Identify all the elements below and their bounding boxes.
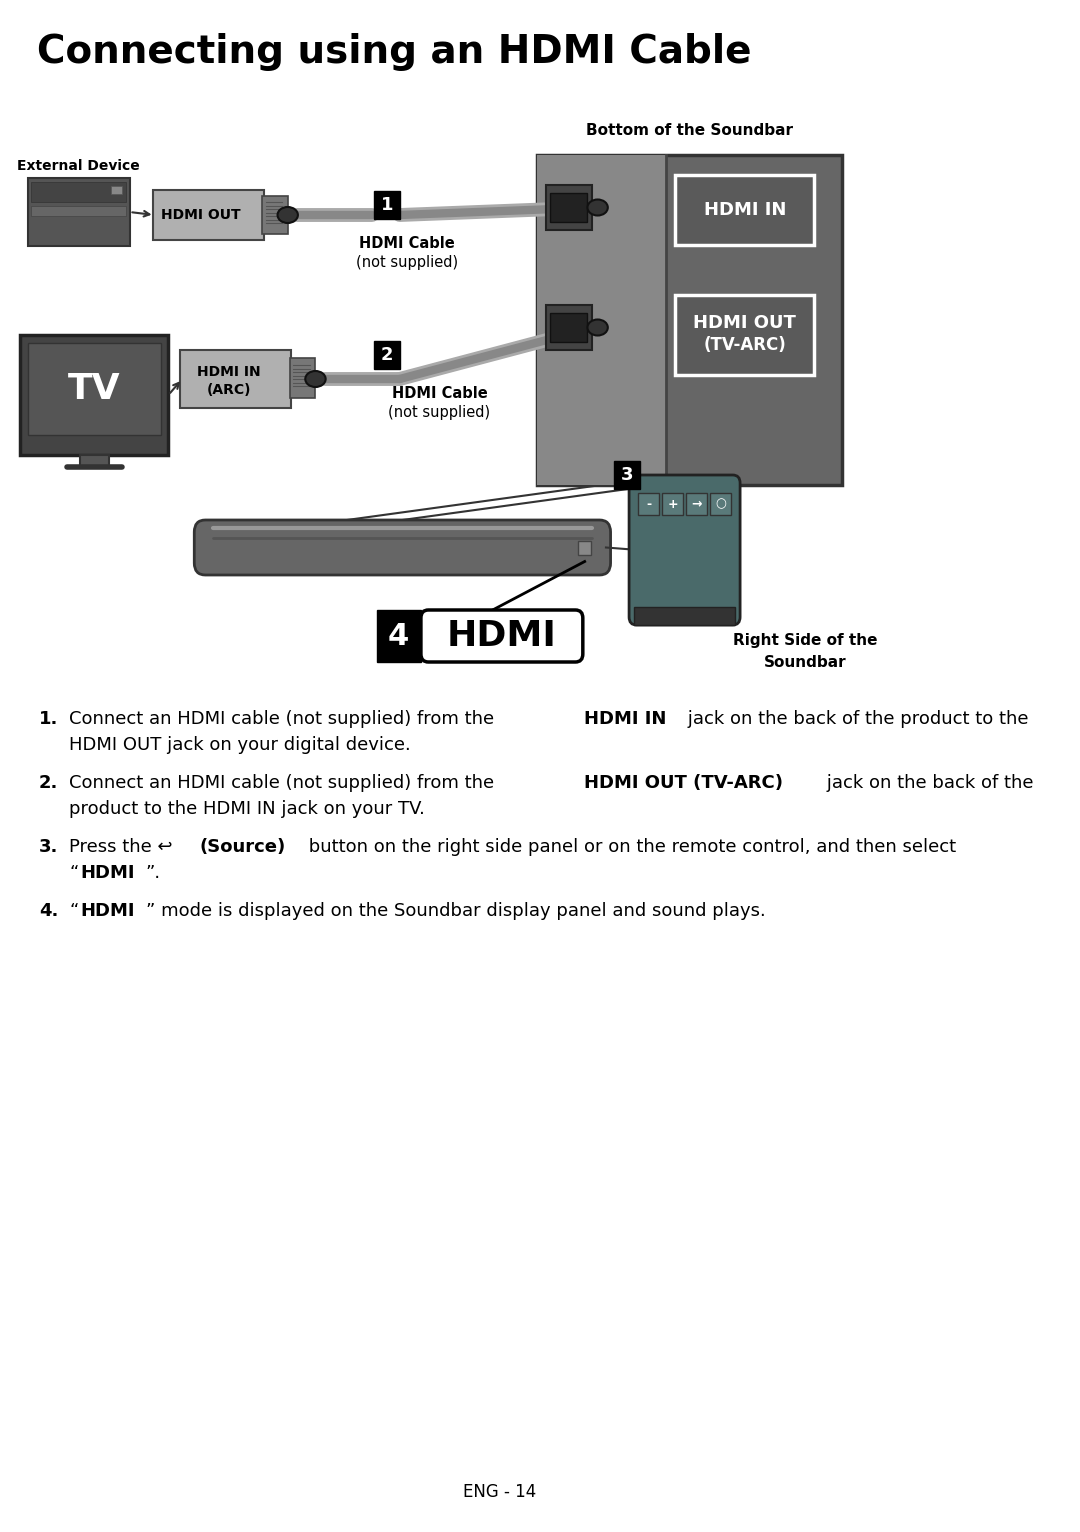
Bar	[374, 342, 400, 369]
Text: ○: ○	[715, 498, 726, 510]
Text: +: +	[667, 498, 678, 510]
Text: HDMI IN: HDMI IN	[583, 709, 666, 728]
Bar	[662, 493, 683, 515]
Bar	[634, 607, 735, 625]
Bar	[152, 190, 264, 241]
Text: ”.: ”.	[146, 864, 161, 882]
FancyBboxPatch shape	[629, 475, 740, 625]
Text: →: →	[691, 498, 702, 510]
Bar	[537, 155, 666, 486]
Text: HDMI Cable: HDMI Cable	[392, 386, 487, 400]
Ellipse shape	[588, 199, 608, 216]
Bar	[80, 455, 109, 467]
Text: jack on the back of the: jack on the back of the	[821, 774, 1034, 792]
Text: “: “	[69, 902, 79, 921]
Text: Soundbar: Soundbar	[764, 654, 846, 669]
Bar	[180, 349, 292, 408]
Text: HDMI OUT (TV-ARC): HDMI OUT (TV-ARC)	[583, 774, 783, 792]
Text: HDMI: HDMI	[447, 619, 557, 653]
Bar	[638, 493, 659, 515]
Bar	[31, 182, 125, 202]
Bar	[687, 493, 706, 515]
Text: product to the HDMI IN jack on your TV.: product to the HDMI IN jack on your TV.	[69, 800, 426, 818]
Text: (TV-ARC): (TV-ARC)	[703, 336, 786, 354]
Text: HDMI OUT: HDMI OUT	[161, 208, 241, 222]
FancyBboxPatch shape	[421, 610, 583, 662]
Text: (Source): (Source)	[200, 838, 286, 856]
Text: (not supplied): (not supplied)	[389, 404, 490, 420]
Bar	[675, 175, 814, 245]
Bar	[711, 493, 731, 515]
Bar	[21, 336, 168, 455]
Text: HDMI IN: HDMI IN	[703, 201, 786, 219]
Text: 2: 2	[380, 346, 393, 365]
Bar	[545, 185, 592, 230]
Text: ENG - 14: ENG - 14	[463, 1483, 536, 1501]
Text: HDMI Cable: HDMI Cable	[360, 236, 455, 251]
Text: -: -	[646, 498, 651, 510]
Text: (not supplied): (not supplied)	[356, 254, 458, 270]
Text: jack on the back of the product to the: jack on the back of the product to the	[683, 709, 1028, 728]
Text: HDMI: HDMI	[81, 864, 135, 882]
Bar	[28, 343, 161, 435]
Bar	[377, 610, 421, 662]
Bar	[537, 155, 841, 486]
Text: (ARC): (ARC)	[206, 383, 251, 397]
Text: HDMI OUT jack on your digital device.: HDMI OUT jack on your digital device.	[69, 735, 411, 754]
Text: “: “	[69, 864, 79, 882]
Text: ” mode is displayed on the Soundbar display panel and sound plays.: ” mode is displayed on the Soundbar disp…	[146, 902, 766, 921]
Text: Connecting using an HDMI Cable: Connecting using an HDMI Cable	[37, 34, 752, 70]
Text: Connect an HDMI cable (not supplied) from the: Connect an HDMI cable (not supplied) fro…	[69, 709, 500, 728]
Text: 1: 1	[380, 196, 393, 214]
Ellipse shape	[278, 207, 298, 224]
Bar	[31, 205, 125, 216]
Text: button on the right side panel or on the remote control, and then select: button on the right side panel or on the…	[302, 838, 956, 856]
Text: Right Side of the: Right Side of the	[732, 633, 877, 648]
Text: HDMI: HDMI	[81, 902, 135, 921]
Bar	[675, 296, 814, 375]
Bar	[111, 185, 122, 195]
Text: HDMI IN: HDMI IN	[197, 365, 260, 378]
Text: 1.: 1.	[39, 709, 58, 728]
Text: 2.: 2.	[39, 774, 58, 792]
Text: 4.: 4.	[39, 902, 58, 921]
Text: 4: 4	[388, 622, 409, 651]
Bar	[551, 193, 588, 222]
Bar	[551, 313, 588, 342]
Bar	[615, 461, 640, 489]
Text: 3: 3	[621, 466, 634, 484]
Text: Bottom of the Soundbar: Bottom of the Soundbar	[585, 123, 793, 138]
Bar	[28, 178, 130, 247]
Text: External Device: External Device	[17, 159, 140, 173]
Text: Press the ↩: Press the ↩	[69, 838, 179, 856]
Bar	[545, 305, 592, 349]
Bar	[374, 192, 400, 219]
Text: HDMI OUT: HDMI OUT	[693, 314, 796, 332]
Ellipse shape	[306, 371, 326, 388]
Text: TV: TV	[68, 372, 121, 406]
Bar	[289, 358, 315, 398]
Bar	[261, 196, 287, 234]
Text: 3.: 3.	[39, 838, 58, 856]
Ellipse shape	[588, 320, 608, 336]
FancyBboxPatch shape	[194, 519, 610, 574]
Bar	[578, 541, 591, 555]
Text: Connect an HDMI cable (not supplied) from the: Connect an HDMI cable (not supplied) fro…	[69, 774, 500, 792]
